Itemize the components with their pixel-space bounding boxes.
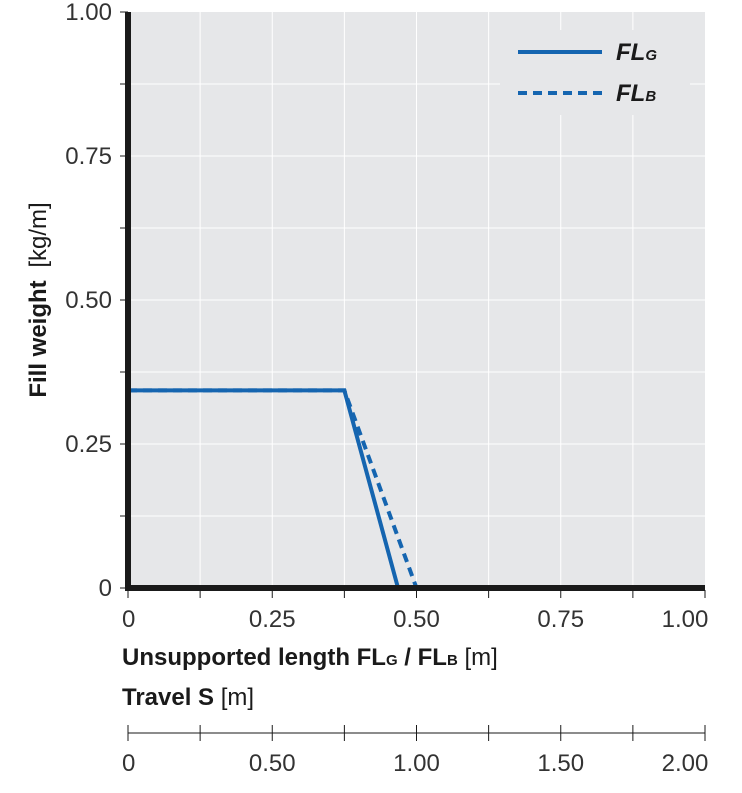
legend-label-flg: FLG bbox=[616, 39, 657, 66]
secondary-x-axis-title-main: Travel S bbox=[122, 684, 214, 711]
y-tick-label: 0.25 bbox=[65, 431, 112, 458]
secondary-x-axis-title: Travel S [m] bbox=[122, 684, 254, 711]
legend-label-flg-main: FL bbox=[616, 39, 645, 66]
legend-label-flb-sub: B bbox=[645, 88, 656, 105]
legend-background bbox=[500, 30, 690, 115]
x-tick-label: 1.00 bbox=[662, 606, 709, 633]
x-axis-title-sub-1: G bbox=[386, 652, 398, 669]
y-axis-title-unit: [kg/m] bbox=[25, 202, 52, 267]
x-tick-label: 0 bbox=[122, 606, 135, 633]
x-axis-title-main: Unsupported length FL bbox=[122, 644, 386, 671]
ticks: 0 0.25 0.50 0.75 1.00 0 0.25 0.50 0.75 1.00 0 0.50 1… bbox=[65, 0, 708, 777]
legend-label-flb: FLB bbox=[616, 80, 656, 107]
series-layer bbox=[128, 388, 419, 589]
x-tick-label: 0.75 bbox=[537, 606, 584, 633]
legend-label-flg-sub: G bbox=[645, 47, 657, 64]
x-axis-title-sub-2: B bbox=[447, 652, 458, 669]
x-tick-label: 0.25 bbox=[249, 606, 296, 633]
y-tick-label: 1.00 bbox=[65, 0, 112, 26]
secondary-x-tick-label: 0 bbox=[122, 750, 135, 777]
grid bbox=[128, 12, 705, 588]
secondary-x-tick-label: 0.50 bbox=[249, 750, 296, 777]
series-line-flb bbox=[128, 388, 419, 589]
x-axis-title-sep: / FL bbox=[398, 644, 447, 671]
secondary-x-tick-label: 1.50 bbox=[537, 750, 584, 777]
y-tick-label: 0.75 bbox=[65, 143, 112, 170]
y-axis-title-main: Fill weight bbox=[25, 280, 52, 397]
y-tick-label: 0.50 bbox=[65, 287, 112, 314]
secondary-x-axis-title-unit: [m] bbox=[214, 684, 254, 711]
x-axis-title-unit: [m] bbox=[458, 644, 498, 671]
y-tick-label: 0 bbox=[99, 575, 112, 602]
x-axis-title: Unsupported length FLG / FLB [m] bbox=[122, 644, 498, 671]
secondary-x-tick-label: 2.00 bbox=[662, 750, 709, 777]
y-axis-title: Fill weight [kg/m] bbox=[25, 202, 52, 397]
x-tick-label: 0.50 bbox=[393, 606, 440, 633]
legend-label-flb-main: FL bbox=[616, 80, 645, 107]
secondary-x-tick-label: 1.00 bbox=[393, 750, 440, 777]
legend: FLG FLB bbox=[500, 30, 690, 115]
